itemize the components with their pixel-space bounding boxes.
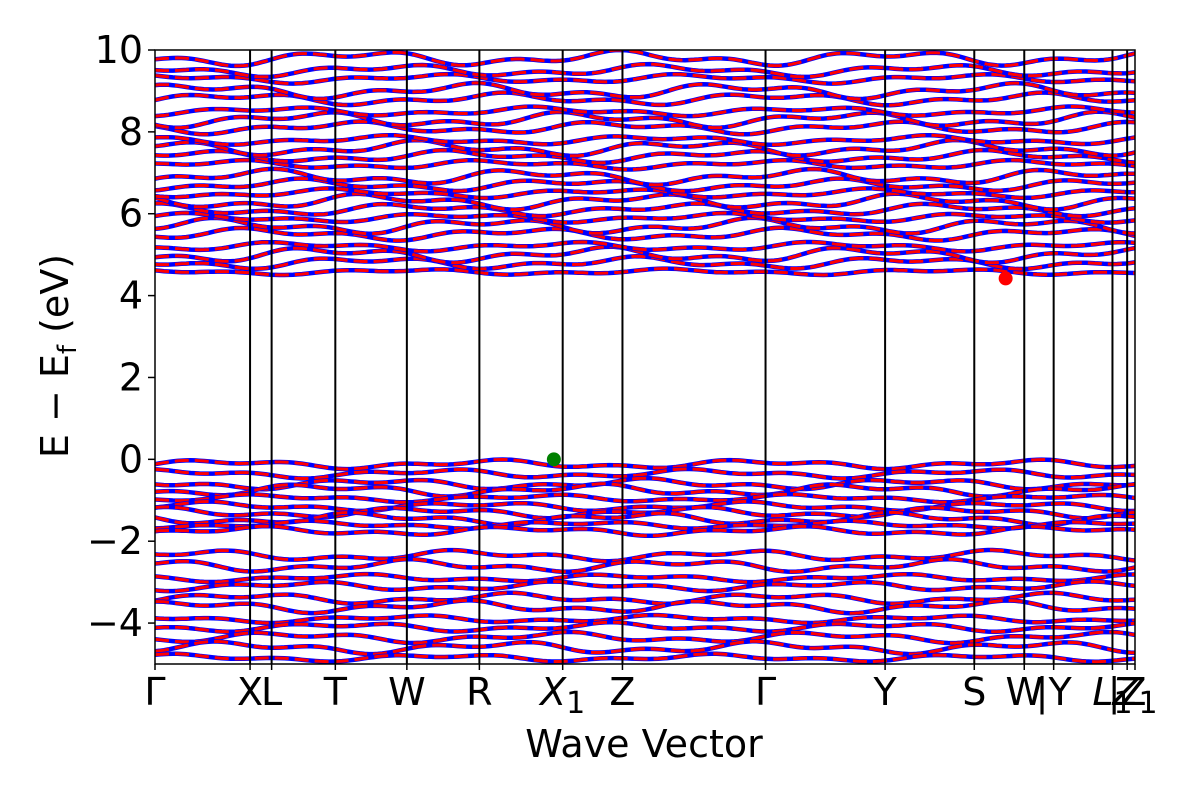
band-line-valence — [155, 482, 1135, 499]
band-line-conduction — [155, 245, 1135, 265]
band-line-conduction — [155, 158, 1135, 171]
y-tick-label: −4 — [87, 601, 143, 645]
band-line-conduction — [155, 50, 1135, 68]
x-tick-label: Z — [609, 670, 635, 714]
band-line-conduction — [155, 105, 1135, 118]
x-tick-label-sub: 1 — [1113, 686, 1132, 721]
plot-frame — [154, 49, 1136, 665]
band-line-conduction — [155, 62, 1135, 79]
x-tick-label-main: R — [466, 670, 492, 714]
band-line-conduction — [155, 167, 1135, 187]
band-line-conduction — [155, 186, 1135, 200]
band-line-valence — [155, 613, 1135, 625]
band-line-conduction — [155, 119, 1135, 136]
x-tick-label: L1 — [1092, 670, 1132, 721]
x-tick-label: |Z — [1108, 670, 1147, 715]
band-line-valence — [155, 548, 1135, 563]
band-line-conduction — [155, 72, 1135, 86]
x-tick-label-main: Z — [609, 670, 635, 714]
band-line-conduction — [155, 201, 1135, 218]
y-tick-label: 6 — [119, 192, 143, 236]
band-line-valence — [155, 639, 1135, 656]
band-line-valence — [155, 476, 1135, 491]
band-line-valence — [155, 467, 1135, 480]
y-axis-title-sub: f — [53, 344, 83, 354]
band-lines — [155, 50, 1135, 664]
x-tick-label: W — [388, 670, 426, 714]
x-tick-label-main: |Z — [1108, 670, 1147, 715]
band-line-valence — [155, 557, 1135, 574]
vbm-marker — [546, 452, 561, 467]
x-tick-label: R — [466, 670, 492, 714]
x-tick-label-main: W — [1005, 670, 1043, 714]
y-tick-label: −2 — [87, 519, 143, 563]
x-tick-label-main: Γ — [144, 670, 165, 714]
y-axis-title-unit: (eV) — [33, 254, 77, 345]
band-line-conduction — [155, 216, 1135, 236]
band-line-valence — [155, 499, 1135, 513]
y-tick-label: 8 — [119, 110, 143, 154]
x-tick-label-main: |Y — [1036, 670, 1073, 715]
x-tick-label-main: Y — [872, 670, 897, 714]
y-axis-title-main: E − E — [33, 354, 77, 458]
x-tick-label: Z1 — [1111, 670, 1157, 721]
y-axis-title: E − Ef (eV) — [33, 254, 83, 458]
x-tick-label-main: T — [323, 670, 348, 714]
band-line-valence — [155, 630, 1135, 645]
band-line-conduction — [155, 148, 1135, 165]
x-tick-label-main: Γ — [755, 670, 776, 714]
band-line-conduction — [155, 133, 1135, 147]
x-tick-label: L — [261, 670, 282, 714]
x-tick-label-main: L — [261, 670, 282, 714]
band-line-valence — [155, 591, 1135, 606]
band-line-conduction — [155, 267, 1135, 277]
x-tick-label-main: X — [538, 670, 567, 714]
x-tick-label-main: Z — [1111, 670, 1139, 714]
x-tick-label: |Y — [1036, 670, 1073, 715]
band-line-conduction — [155, 226, 1135, 243]
band-line-valence — [155, 579, 1135, 593]
band-line-valence — [155, 620, 1135, 634]
y-tick-label: 2 — [119, 355, 143, 399]
band-line-valence — [155, 572, 1135, 584]
band-line-conduction — [155, 81, 1135, 101]
x-tick-label: S — [962, 670, 986, 714]
band-line-valence — [155, 457, 1135, 471]
band-line-valence — [155, 598, 1135, 615]
x-axis-ticks: Γ XL T W R X1 Z Γ Y S W|Y L1|ZZ1 — [144, 664, 1158, 721]
x-tick-label-sub: 1 — [1138, 686, 1157, 721]
y-tick-label: 0 — [119, 437, 143, 481]
band-line-valence — [155, 652, 1135, 664]
y-axis-ticks: −4 −2 0 2 4 6 8 10 — [87, 28, 155, 645]
band-line-valence — [155, 524, 1135, 538]
x-tick-label: Γ — [755, 670, 776, 714]
cbm-marker — [998, 271, 1013, 286]
x-tick-label: X1 — [538, 670, 585, 721]
band-line-conduction — [155, 192, 1135, 212]
band-line-valence — [155, 492, 1135, 504]
x-tick-label-main: L — [1092, 670, 1113, 714]
y-tick-label: 10 — [95, 28, 143, 72]
x-tick-label: W — [1005, 670, 1043, 714]
band-line-valence — [155, 510, 1135, 527]
band-edge-markers — [546, 271, 1013, 467]
x-axis-title: Wave Vector — [525, 722, 763, 766]
high-symmetry-lines — [249, 50, 1129, 664]
x-tick-label-main: W — [388, 670, 426, 714]
band-line-conduction — [155, 211, 1135, 225]
x-tick-label-main: X — [237, 670, 263, 714]
x-tick-label-sub: 1 — [566, 686, 585, 721]
x-tick-label: Y — [872, 670, 897, 714]
x-tick-label: X — [237, 670, 263, 714]
x-tick-label: Γ — [144, 670, 165, 714]
y-tick-label: 4 — [119, 274, 143, 318]
band-line-conduction — [155, 240, 1135, 253]
band-line-valence — [155, 519, 1135, 531]
x-tick-label: T — [323, 670, 348, 714]
band-line-conduction — [155, 110, 1135, 130]
x-tick-label-main: S — [962, 670, 986, 714]
